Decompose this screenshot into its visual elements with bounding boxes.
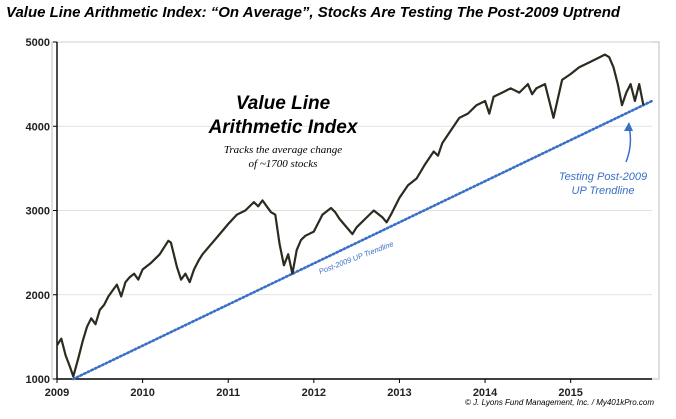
x-tick-label: 2014 (473, 387, 498, 399)
post-2009-up-trendline (71, 99, 654, 381)
x-tick-label: 2013 (387, 387, 411, 399)
trendline-label: Post-2009 UP Trendline (318, 239, 395, 276)
sub-label-line2: of ~1700 stocks (249, 158, 318, 170)
y-tick-label: 2000 (26, 290, 50, 302)
y-tick-label: 4000 (26, 121, 50, 133)
credit-text: © J. Lyons Fund Management, Inc. / My401… (465, 398, 654, 407)
x-tick-label: 2011 (216, 387, 240, 399)
y-tick-label: 3000 (26, 206, 50, 218)
y-tick-label: 5000 (26, 37, 50, 49)
x-tick-label: 2012 (302, 387, 326, 399)
y-tick-label: 1000 (26, 374, 50, 386)
grid-lines (57, 41, 652, 296)
chart-title: Value Line Arithmetic Index: “On Average… (6, 4, 621, 21)
testing-arrow (624, 122, 633, 163)
x-tick-label: 2010 (130, 387, 154, 399)
x-tick-label: 2015 (558, 387, 582, 399)
x-tick-label: 2009 (45, 387, 69, 399)
y-axis-tick-labels: 1000 2000 3000 4000 5000 (26, 37, 57, 386)
testing-label-line2: UP Trendline (572, 185, 635, 197)
x-axis-tick-labels: 2009 2010 2011 2012 2013 2014 2015 (45, 379, 583, 399)
sub-label-line1: Tracks the average change (224, 144, 342, 156)
main-label-line1: Value Line (236, 93, 331, 114)
testing-label-line1: Testing Post-2009 (559, 171, 647, 183)
value-line-index-series (56, 53, 645, 378)
main-label-line2: Arithmetic Index (208, 117, 359, 138)
